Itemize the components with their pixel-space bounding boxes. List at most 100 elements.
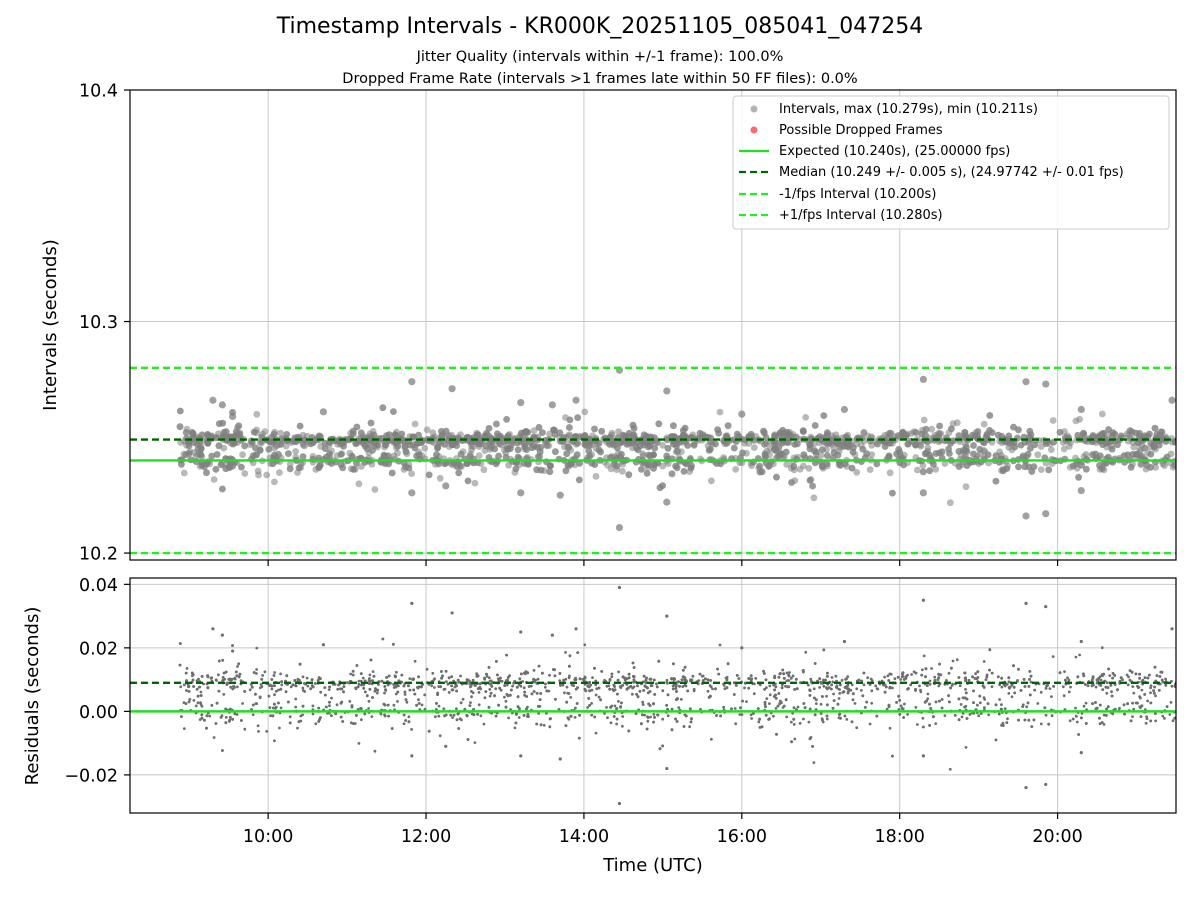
residual-point (1007, 680, 1011, 684)
residual-point (714, 687, 717, 691)
interval-point (874, 440, 882, 448)
residual-point (983, 706, 986, 710)
interval-point (204, 439, 212, 447)
interval-point (573, 451, 581, 459)
residual-point (977, 714, 981, 718)
interval-point (530, 427, 538, 434)
residual-point (465, 678, 469, 682)
residual-point (765, 686, 768, 690)
residual-point (1153, 665, 1157, 669)
residual-point (822, 648, 826, 652)
interval-point (317, 461, 324, 469)
interval-point (949, 420, 957, 428)
residual-point (494, 714, 498, 718)
residual-point (1078, 653, 1081, 657)
residual-point (897, 694, 901, 698)
interval-point (762, 434, 770, 441)
residual-point (427, 729, 431, 733)
residual-point (217, 659, 221, 663)
residual-point (349, 721, 353, 725)
residual-point (998, 683, 1001, 687)
residual-point (1108, 674, 1112, 677)
residual-point (692, 688, 696, 691)
residual-point (310, 678, 314, 682)
interval-point (646, 452, 654, 460)
interval-point (922, 425, 930, 433)
residual-point (1074, 655, 1078, 659)
residual-point (212, 736, 216, 739)
residual-point (749, 674, 753, 677)
residual-point (574, 676, 577, 680)
residual-point (825, 686, 828, 690)
interval-point (434, 444, 441, 452)
residual-point (804, 650, 808, 654)
residual-point (294, 697, 298, 701)
residual-point (951, 682, 954, 686)
residual-point (518, 707, 521, 711)
residual-point (1105, 707, 1108, 711)
residual-point (802, 702, 806, 705)
residual-point (586, 706, 589, 709)
residual-point (548, 673, 551, 677)
residual-point (417, 702, 421, 705)
residual-point (301, 713, 304, 717)
interval-outlier-point (1168, 396, 1176, 404)
residual-point (866, 676, 870, 680)
residual-point (1127, 675, 1130, 679)
interval-point (339, 464, 347, 472)
residual-point (814, 702, 818, 705)
residual-point (539, 723, 543, 727)
interval-point (802, 414, 810, 421)
residual-point (661, 689, 665, 693)
residual-point (342, 685, 346, 688)
residual-point (735, 674, 739, 677)
residual-point (316, 679, 320, 682)
interval-point (1089, 451, 1096, 459)
interval-point (520, 460, 528, 467)
residual-point (543, 685, 547, 689)
interval-point (741, 436, 749, 444)
interval-point (475, 452, 483, 459)
interval-point (679, 431, 687, 439)
residual-point (790, 740, 793, 744)
interval-point (849, 448, 857, 456)
residual-point (237, 675, 241, 679)
residual-point (643, 713, 646, 717)
residual-point (1119, 676, 1123, 680)
residual-point (1161, 714, 1165, 718)
interval-point (1024, 450, 1032, 458)
residual-point (588, 689, 591, 693)
residual-point (767, 718, 771, 721)
residual-point (1084, 701, 1088, 705)
residual-point (990, 685, 994, 689)
residual-point (649, 715, 652, 719)
interval-point (350, 466, 357, 473)
interval-point (394, 442, 402, 450)
residual-point (1134, 672, 1138, 676)
residual-point (330, 696, 333, 700)
residual-point (883, 690, 887, 694)
residual-point (407, 684, 410, 688)
residual-point (360, 718, 363, 722)
residual-point (254, 692, 257, 696)
residual-point (837, 687, 841, 691)
residual-point (402, 722, 406, 726)
residual-point (523, 693, 526, 697)
residual-point (287, 700, 290, 704)
interval-point (963, 462, 971, 469)
residual-point (1168, 713, 1172, 716)
residual-point (855, 687, 859, 691)
interval-point (457, 450, 465, 458)
residual-point (906, 713, 909, 716)
residual-point (764, 705, 767, 708)
interval-point (261, 428, 269, 435)
residual-point (342, 690, 345, 694)
residual-point (1146, 676, 1150, 680)
residual-point (938, 662, 941, 666)
residual-point (666, 707, 669, 711)
interval-point (679, 427, 687, 434)
interval-point (920, 416, 928, 424)
residual-point (597, 695, 601, 699)
residual-point (362, 683, 366, 687)
residual-point (918, 684, 921, 688)
